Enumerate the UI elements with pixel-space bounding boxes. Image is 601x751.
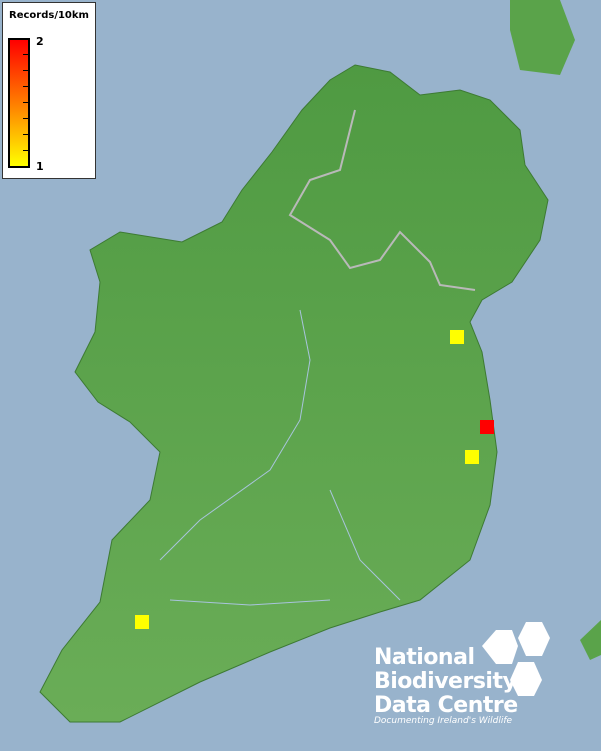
record-square[interactable] bbox=[480, 420, 494, 434]
logo-line2: Biodiversity bbox=[374, 669, 517, 694]
nbdc-logo: National Biodiversity Data Centre Docume… bbox=[372, 622, 552, 732]
record-square[interactable] bbox=[450, 330, 464, 344]
logo-line3: Data Centre bbox=[374, 693, 518, 718]
logo-hexagons-icon bbox=[482, 622, 550, 696]
legend-max-label: 2 bbox=[36, 35, 44, 48]
color-ramp bbox=[8, 38, 30, 168]
legend: Records/10km 2 1 bbox=[2, 2, 96, 179]
rivers bbox=[159, 309, 401, 606]
border-line bbox=[288, 109, 476, 291]
wales-land bbox=[580, 620, 601, 660]
record-square[interactable] bbox=[135, 615, 149, 629]
legend-title: Records/10km bbox=[9, 10, 89, 21]
record-square[interactable] bbox=[465, 450, 479, 464]
legend-min-label: 1 bbox=[36, 160, 44, 173]
logo-line1: National bbox=[374, 645, 475, 670]
ireland-land bbox=[39, 64, 549, 723]
logo-tagline: Documenting Ireland's Wildlife bbox=[374, 716, 513, 726]
scotland-land bbox=[510, 0, 575, 75]
